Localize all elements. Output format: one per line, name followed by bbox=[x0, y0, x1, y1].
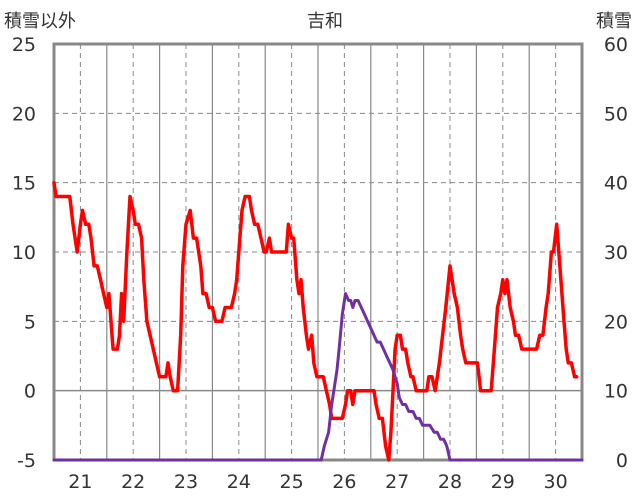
left-tick-label: 10 bbox=[12, 242, 36, 264]
right-tick-label: 50 bbox=[604, 103, 628, 125]
left-tick-label: 25 bbox=[12, 34, 36, 56]
temperature-line bbox=[52, 180, 579, 462]
right-tick-label: 40 bbox=[604, 173, 628, 195]
left-tick-label: 0 bbox=[24, 381, 36, 403]
left-tick-label: 5 bbox=[24, 311, 36, 333]
x-tick-label: 22 bbox=[121, 471, 145, 493]
snow-depth-line bbox=[52, 292, 584, 462]
x-tick-label: 28 bbox=[438, 471, 462, 493]
left-tick-label: -5 bbox=[17, 450, 36, 472]
right-tick-label: 0 bbox=[616, 450, 628, 472]
right-tick-label: 20 bbox=[604, 311, 628, 333]
left-axis-label: 積雪以外 bbox=[4, 11, 76, 32]
left-tick-labels: -5 0 5 10 15 20 25 bbox=[12, 34, 36, 472]
grid bbox=[54, 43, 582, 461]
x-tick-label: 23 bbox=[174, 471, 198, 493]
right-tick-label: 10 bbox=[604, 381, 628, 403]
x-tick-label: 29 bbox=[491, 471, 515, 493]
right-tick-label: 60 bbox=[604, 34, 628, 56]
x-tick-label: 21 bbox=[68, 471, 92, 493]
chart-title: 吉和 bbox=[307, 11, 343, 32]
x-tick-label: 27 bbox=[385, 471, 409, 493]
right-tick-label: 30 bbox=[604, 242, 628, 264]
x-tick-labels: 21 22 23 24 25 26 27 28 29 30 bbox=[68, 471, 567, 493]
x-tick-label: 26 bbox=[332, 471, 356, 493]
series-layer bbox=[52, 180, 584, 462]
right-axis-label: 積雪 bbox=[596, 11, 632, 32]
x-tick-label: 30 bbox=[544, 471, 568, 493]
right-tick-labels: 0 10 20 30 40 50 60 bbox=[604, 34, 628, 472]
left-tick-label: 15 bbox=[12, 173, 36, 195]
left-tick-label: 20 bbox=[12, 103, 36, 125]
x-tick-label: 24 bbox=[227, 471, 251, 493]
x-tick-label: 25 bbox=[280, 471, 304, 493]
